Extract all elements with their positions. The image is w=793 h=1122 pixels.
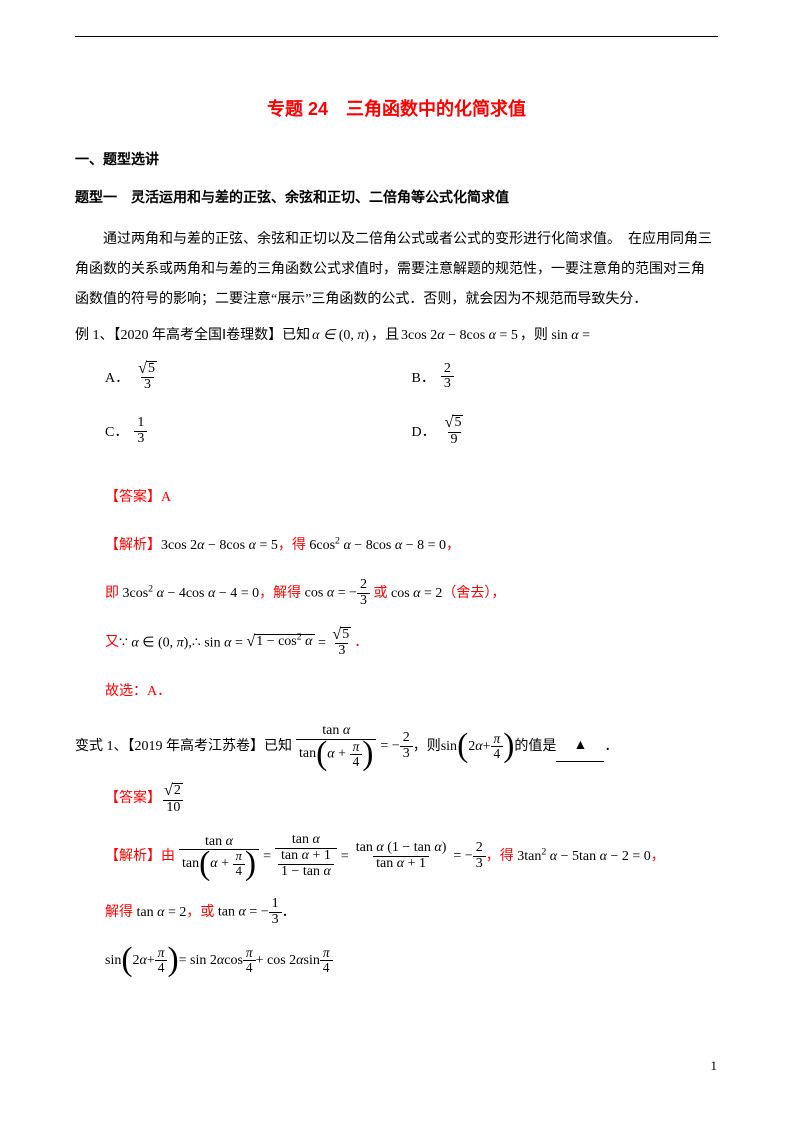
ex1-sol4: 故选：A．	[105, 677, 171, 706]
var1-prefix: 变式 1、【2019 年高考江苏卷】已知	[75, 732, 292, 761]
option-c-value: 13	[134, 416, 147, 446]
var1-sol2c: ，或	[186, 898, 214, 927]
ex1-sol2b: 3cos2 α − 4cos α − 4 = 0	[119, 579, 259, 608]
var1-sol2d: tan α = −13	[214, 897, 281, 927]
solution-label: 【解析】	[105, 531, 161, 560]
example1-options: A． √5 3 B． 23 C． 13 D． √5 9	[105, 361, 718, 470]
var1-lhs-frac: tan α tan ( α + π4 )	[296, 724, 376, 769]
ex1-sol-line3: 又 ∵ α ∈ (0, π),∴ sin α = √1 − cos2 α = √…	[105, 627, 718, 659]
option-a: A． √5 3	[105, 361, 412, 393]
ex1-sol-line4: 故选：A．	[105, 677, 718, 706]
var1-sol-text2: ，得	[486, 842, 514, 871]
ex1-sol-line1: 【解析】 3cos 2α − 8cos α = 5 ，得 6cos2 α − 8…	[105, 531, 718, 560]
var1-sol2b: tan α = 2	[133, 898, 186, 927]
ex1-sol2c: ，解得	[259, 579, 301, 608]
var1-sol-text3: ，	[651, 842, 665, 871]
ex1-sol3b: ∵ α ∈ (0, π),∴ sin α = √1 − cos2 α = √53	[119, 627, 354, 659]
ex1-tail: ，则 sin α =	[520, 321, 590, 350]
ex1-sol3a: 又	[105, 628, 119, 657]
ex1-mid: ，且	[371, 321, 399, 350]
ex1-cond2: 3cos 2α − 8cos α = 5	[401, 321, 518, 350]
ex1-answer: A	[161, 483, 171, 512]
option-d-label: D．	[412, 421, 436, 441]
answer-label: 【答案】	[105, 483, 161, 512]
var1-tail: 的值是	[514, 732, 556, 761]
ex1-prefix: 例 1、【2020 年高考全国Ⅰ卷理数】已知	[75, 321, 310, 350]
var1-sol-rhs: = −23	[453, 841, 485, 871]
ex1-sol2d: cos α = −23	[301, 578, 370, 608]
var1-sol-line1: 【解析】 由 tan α tan ( α + π4 ) = tan α tan …	[105, 833, 718, 879]
page: 专题 24 三角函数中的化简求值 一、题型选讲 题型一 灵活运用和与差的正弦、余…	[0, 0, 793, 1122]
ex1-sol2e: 或	[370, 579, 388, 608]
var1-answer-line: 【答案】 √2 10	[105, 783, 718, 815]
ex1-cond1: α ∈ (0, π)	[312, 321, 369, 350]
var1-target: sin(2α + π4)	[441, 732, 515, 761]
type-heading: 题型一 灵活运用和与差的正弦、余弦和正切、二倍角等公式化简求值	[75, 187, 718, 207]
answer-label2: 【答案】	[105, 784, 161, 813]
option-a-value: √5 3	[135, 361, 160, 393]
var1-sol-line2: 解得 tan α = 2 ，或 tan α = −13 ．	[105, 897, 718, 927]
option-b-label: B．	[412, 367, 435, 387]
section-heading: 一、题型选讲	[75, 149, 718, 169]
eq-sign-2: =	[341, 842, 349, 871]
option-b-value: 23	[441, 362, 454, 392]
variation1-stem: 变式 1、【2019 年高考江苏卷】已知 tan α tan ( α + π4 …	[75, 724, 718, 769]
option-d-value: √5 9	[442, 415, 467, 447]
document-title: 专题 24 三角函数中的化简求值	[75, 95, 718, 121]
var1-sol-by: 由	[161, 842, 175, 871]
option-d: D． √5 9	[412, 415, 719, 447]
var1-sol-eq2: 3tan2 α − 5tan α − 2 = 0	[514, 842, 651, 871]
option-c-label: C．	[105, 421, 128, 441]
top-rule	[75, 36, 718, 37]
example1-stem: 例 1、【2020 年高考全国Ⅰ卷理数】已知 α ∈ (0, π) ，且 3co…	[75, 321, 718, 350]
ex1-answer-line: 【答案】 A	[105, 483, 718, 512]
ex1-sol-line2: 即 3cos2 α − 4cos α − 4 = 0 ，解得 cos α = −…	[105, 578, 718, 608]
var1-mid: ，则	[413, 732, 441, 761]
ex1-sol2f: cos α = 2	[387, 579, 442, 608]
var1-sol2e: ．	[282, 898, 296, 927]
var1-eq-rhs: = −23	[380, 731, 412, 761]
example1-answer-block: 【答案】 A 【解析】 3cos 2α − 8cos α = 5 ，得 6cos…	[105, 483, 718, 706]
ex1-sol1d: ，	[446, 531, 460, 560]
ex1-sol3c: ．	[354, 628, 368, 657]
var1-sol2a: 解得	[105, 898, 133, 927]
solution-label2: 【解析】	[105, 842, 161, 871]
var1-tail2: ．	[604, 732, 618, 761]
page-number: 1	[711, 1058, 718, 1074]
var1-sol-frac1: tan α tan ( α + π4 )	[179, 835, 259, 878]
var1-sol3: sin(2α + π4) = sin 2α cos π4 + cos 2α si…	[105, 946, 333, 975]
fill-blank: ▲	[556, 731, 604, 761]
var1-answer: √2 10	[161, 783, 186, 815]
variation1-answer-block: 【答案】 √2 10 【解析】 由 tan α tan ( α + π4 ) =…	[105, 783, 718, 975]
option-c: C． 13	[105, 415, 412, 447]
var1-sol-line3: sin(2α + π4) = sin 2α cos π4 + cos 2α si…	[105, 946, 718, 975]
intro-paragraph: 通过两角和与差的正弦、余弦和正切以及二倍角公式或者公式的变形进行化简求值。 在应…	[75, 225, 718, 315]
ex1-sol2a: 即	[105, 579, 119, 608]
blank-symbol: ▲	[573, 738, 587, 753]
var1-sol-frac2: tan α tan α + 1 1 − tan α	[275, 833, 337, 879]
var1-sol-frac3: tan α (1 − tan α) tan α + 1	[353, 841, 450, 871]
ex1-sol1a: 3cos 2α − 8cos α = 5	[161, 531, 278, 560]
option-b: B． 23	[412, 361, 719, 393]
ex1-sol1c: 6cos2 α − 8cos α − 8 = 0	[306, 531, 446, 560]
ex1-sol2g: （舍去），	[442, 579, 505, 608]
eq-sign-1: =	[263, 842, 271, 871]
option-a-label: A．	[105, 367, 129, 387]
ex1-sol1b: ，得	[278, 531, 306, 560]
